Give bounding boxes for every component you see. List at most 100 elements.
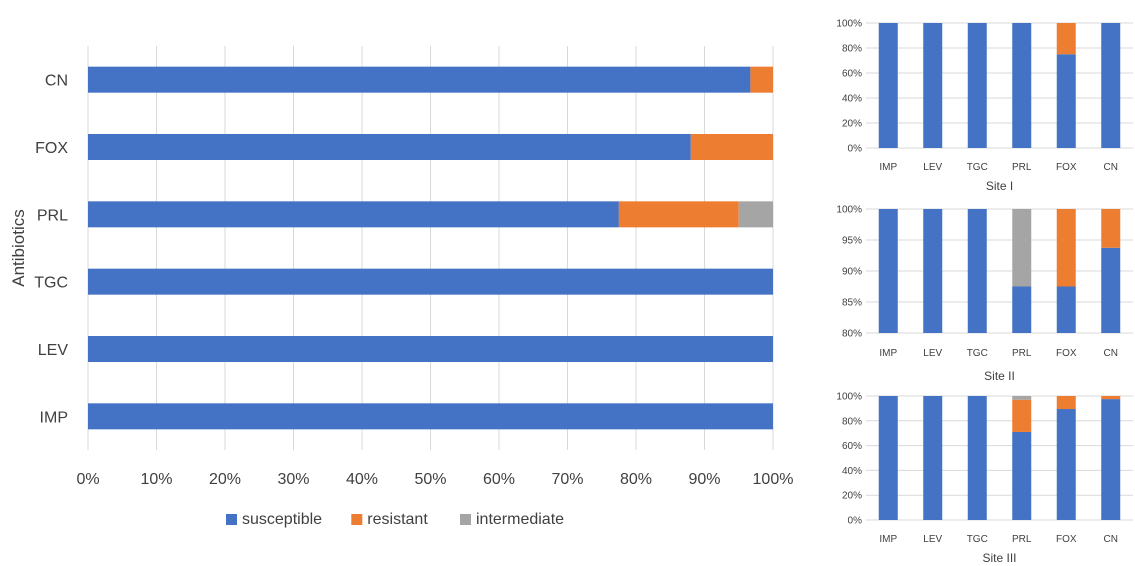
main-bar-cn-susceptible	[88, 66, 751, 93]
site-bar-imp-susceptible	[878, 23, 898, 148]
site-x-tick-label: IMP	[879, 162, 897, 173]
site-bar-imp-susceptible	[878, 396, 898, 520]
main-bar-cn-resistant	[750, 66, 773, 93]
main-x-tick-label: 80%	[620, 471, 652, 488]
site-bar-tgc-susceptible	[967, 23, 987, 148]
site-bar-fox-susceptible	[1056, 409, 1076, 520]
site-x-tick-label: TGC	[967, 162, 988, 173]
site-bar-prl-susceptible	[1012, 431, 1032, 520]
site-x-tick-label: IMP	[879, 534, 897, 545]
main-x-tick-label: 60%	[483, 471, 515, 488]
main-bar-imp-susceptible	[88, 403, 773, 430]
site-y-tick-label: 0%	[848, 144, 863, 155]
site-y-tick-label: 40%	[842, 466, 862, 477]
site-title: Site I	[986, 179, 1013, 193]
main-bar-prl-susceptible	[88, 201, 619, 228]
site-y-tick-label: 40%	[842, 94, 862, 105]
site-y-tick-label: 0%	[848, 516, 863, 527]
main-x-tick-label: 70%	[551, 471, 583, 488]
site-bar-cn-susceptible	[1101, 23, 1121, 148]
site-bar-fox-resistant	[1056, 23, 1076, 55]
main-x-tick-label: 30%	[277, 471, 309, 488]
site-x-tick-label: CN	[1104, 534, 1118, 545]
site-bar-tgc-susceptible	[967, 209, 987, 333]
site-bar-tgc-susceptible	[967, 396, 987, 520]
site-bar-lev-susceptible	[923, 23, 943, 148]
main-y-tick-label: CN	[45, 73, 68, 90]
site-y-tick-label: 90%	[842, 267, 862, 278]
main-x-tick-label: 20%	[209, 471, 241, 488]
site-x-tick-label: PRL	[1012, 162, 1032, 173]
site-bar-fox-susceptible	[1056, 286, 1076, 333]
site-x-tick-label: PRL	[1012, 348, 1032, 359]
legend-swatch-susceptible	[226, 514, 237, 525]
legend-label-susceptible: susceptible	[242, 511, 322, 528]
site-y-tick-label: 85%	[842, 298, 862, 309]
site-bar-cn-susceptible	[1101, 247, 1121, 333]
site-bar-prl-susceptible	[1012, 23, 1032, 148]
site-y-tick-label: 80%	[842, 416, 862, 427]
site-bar-fox-resistant	[1056, 209, 1076, 287]
main-y-tick-label: FOX	[35, 140, 68, 157]
main-bar-fox-resistant	[690, 134, 773, 160]
site-x-tick-label: FOX	[1056, 534, 1077, 545]
site-bar-imp-susceptible	[878, 209, 898, 333]
site-ii-chart: 80% 85% 90% 95% 100% IMP LEV TGC PRL FOX CN Site II	[836, 205, 1133, 383]
site-bar-lev-susceptible	[923, 209, 943, 333]
main-y-tick-label: TGC	[34, 275, 68, 292]
main-x-tick-label: 90%	[688, 471, 720, 488]
site-x-tick-label: CN	[1104, 348, 1118, 359]
site-y-tick-label: 20%	[842, 119, 862, 130]
main-y-axis-label: Antibiotics	[9, 209, 28, 286]
site-x-tick-label: LEV	[923, 534, 942, 545]
site-x-tick-label: LEV	[923, 348, 942, 359]
site-y-tick-label: 60%	[842, 69, 862, 80]
main-chart: 0% 10% 20% 30% 40% 50% 60% 70% 80% 90% 100% IMP LEV T…	[9, 46, 793, 528]
main-bar-lev-susceptible	[88, 336, 773, 362]
site-bar-cn-susceptible	[1101, 399, 1121, 520]
main-x-tick-label: 50%	[414, 471, 446, 488]
main-bar-fox-susceptible	[88, 134, 691, 160]
site-title: Site II	[984, 369, 1015, 383]
site-x-tick-label: IMP	[879, 348, 897, 359]
legend-swatch-intermediate	[460, 514, 471, 525]
site-bar-prl-intermediate	[1012, 396, 1032, 400]
main-bar-tgc-susceptible	[88, 268, 773, 295]
site-bar-lev-susceptible	[923, 396, 943, 520]
site-bar-fox-resistant	[1056, 396, 1076, 410]
site-bar-cn-resistant	[1101, 396, 1121, 400]
site-y-tick-label: 95%	[842, 236, 862, 247]
main-x-tick-label: 40%	[346, 471, 378, 488]
main-bar-prl-intermediate	[738, 201, 773, 228]
site-i-chart: 0% 20% 40% 60% 80% 100% IMP LEV TGC PRL FOX CN Site …	[836, 19, 1133, 193]
main-bar-prl-resistant	[618, 201, 739, 228]
site-y-tick-label: 60%	[842, 441, 862, 452]
site-y-tick-label: 100%	[836, 205, 862, 216]
site-x-tick-label: CN	[1104, 162, 1118, 173]
main-x-tick-label: 0%	[76, 471, 99, 488]
main-x-tick-label: 100%	[753, 471, 794, 488]
site-iii-chart: 0% 20% 40% 60% 80% 100% IMP LEV TGC PRL FOX CN Site …	[836, 392, 1133, 565]
site-bar-cn-resistant	[1101, 209, 1121, 248]
legend-label-resistant: resistant	[367, 511, 428, 528]
site-y-tick-label: 80%	[842, 44, 862, 55]
site-bar-fox-susceptible	[1056, 54, 1076, 148]
site-x-tick-label: PRL	[1012, 534, 1032, 545]
legend-label-intermediate: intermediate	[476, 511, 564, 528]
site-y-tick-label: 80%	[842, 329, 862, 340]
main-y-tick-label: LEV	[38, 342, 69, 359]
site-x-tick-label: TGC	[967, 534, 988, 545]
site-x-tick-label: LEV	[923, 162, 942, 173]
main-y-tick-label: IMP	[40, 409, 68, 426]
main-y-tick-label: PRL	[37, 207, 68, 224]
site-bar-prl-intermediate	[1012, 209, 1032, 287]
site-y-tick-label: 100%	[836, 392, 862, 403]
site-x-tick-label: FOX	[1056, 348, 1077, 359]
site-x-tick-label: TGC	[967, 348, 988, 359]
site-y-tick-label: 100%	[836, 19, 862, 30]
main-x-tick-label: 10%	[140, 471, 172, 488]
site-x-tick-label: FOX	[1056, 162, 1077, 173]
site-bar-prl-susceptible	[1012, 286, 1032, 333]
legend-swatch-resistant	[351, 514, 363, 525]
